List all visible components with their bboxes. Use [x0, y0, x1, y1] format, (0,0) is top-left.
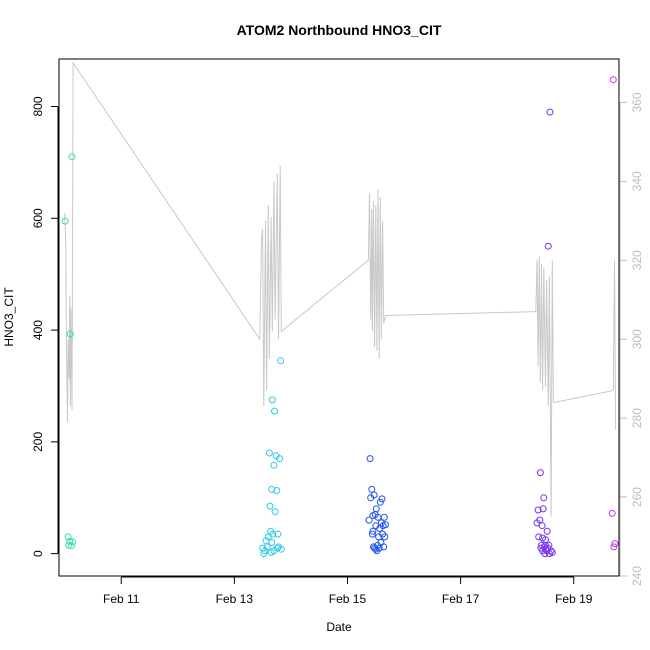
data-point: [67, 542, 75, 550]
data-point: [365, 516, 373, 524]
y-tick-label: 400: [31, 320, 45, 340]
right-axis-tick-label: 280: [630, 408, 644, 428]
data-point: [381, 533, 389, 541]
data-point: [266, 502, 274, 510]
data-point: [277, 545, 285, 553]
y-tick-label: 0: [31, 550, 45, 557]
y-tick-label: 600: [31, 208, 45, 228]
data-point: [538, 522, 546, 530]
data-point: [269, 530, 277, 538]
data-point: [372, 505, 380, 513]
data-point: [369, 527, 377, 535]
data-point: [547, 547, 555, 555]
y-tick-label: 200: [31, 432, 45, 452]
data-point: [381, 521, 389, 529]
data-point: [277, 357, 285, 365]
data-point: [271, 508, 279, 516]
data-point: [268, 396, 276, 404]
data-point: [61, 217, 69, 225]
right-axis-tick-label: 340: [630, 171, 644, 191]
y-axis: 0 200 400 600 800: [31, 96, 59, 557]
data-point: [534, 506, 542, 514]
right-axis-tick-label: 240: [630, 566, 644, 586]
right-axis-tick-label: 300: [630, 329, 644, 349]
data-point: [69, 538, 77, 546]
data-point: [372, 545, 380, 553]
data-point: [539, 534, 547, 542]
data-point: [543, 527, 551, 535]
data-point: [378, 495, 386, 503]
line-series-path: [64, 61, 617, 517]
data-point: [546, 108, 554, 116]
x-axis: Feb 11 Feb 13 Feb 15 Feb 17 Feb 19: [103, 576, 593, 606]
x-tick-label: Feb 15: [329, 592, 367, 606]
chart-title: ATOM2 Northbound HNO3_CIT: [237, 22, 442, 38]
data-point: [366, 455, 374, 463]
data-point: [611, 540, 619, 548]
data-point: [609, 76, 617, 84]
plot-frame: [58, 58, 620, 577]
y-axis-title: HNO3_CIT: [2, 287, 16, 347]
data-point: [270, 547, 278, 555]
scatter-points: [61, 76, 619, 558]
data-point: [268, 485, 276, 493]
line-series: [64, 61, 617, 517]
data-point: [270, 461, 278, 469]
data-point: [608, 509, 616, 517]
data-point: [273, 487, 281, 494]
data-point: [368, 485, 376, 493]
data-point: [380, 513, 388, 521]
data-point: [265, 449, 273, 457]
data-point: [610, 543, 618, 551]
data-point: [65, 541, 73, 549]
right-axis-tick-label: 320: [630, 250, 644, 270]
data-point: [68, 153, 76, 161]
data-point: [380, 543, 388, 551]
right-axis-tick-label: 260: [630, 487, 644, 507]
data-point: [66, 537, 74, 545]
data-point: [376, 498, 384, 506]
data-point: [536, 469, 544, 477]
data-point: [370, 491, 378, 499]
data-point: [274, 530, 282, 538]
x-tick-label: Feb 13: [216, 592, 254, 606]
data-point: [276, 455, 284, 463]
right-axis-tick-label: 360: [630, 92, 644, 112]
right-axis: 240 260 280 300 320 340 360: [619, 92, 644, 586]
x-tick-label: Feb 19: [555, 592, 593, 606]
data-point: [539, 505, 547, 513]
y-tick-label: 800: [31, 96, 45, 116]
data-point: [540, 494, 548, 502]
data-point: [64, 533, 72, 541]
x-axis-title: Date: [326, 620, 352, 634]
data-point: [268, 539, 276, 546]
data-point: [548, 549, 556, 556]
data-point: [368, 530, 376, 538]
data-point: [271, 407, 278, 415]
data-point: [261, 547, 269, 555]
x-tick-label: Feb 11: [103, 592, 140, 606]
data-point: [535, 533, 543, 541]
x-tick-label: Feb 17: [442, 592, 480, 606]
data-point: [544, 242, 552, 250]
data-point: [66, 330, 74, 338]
data-point: [263, 543, 271, 551]
